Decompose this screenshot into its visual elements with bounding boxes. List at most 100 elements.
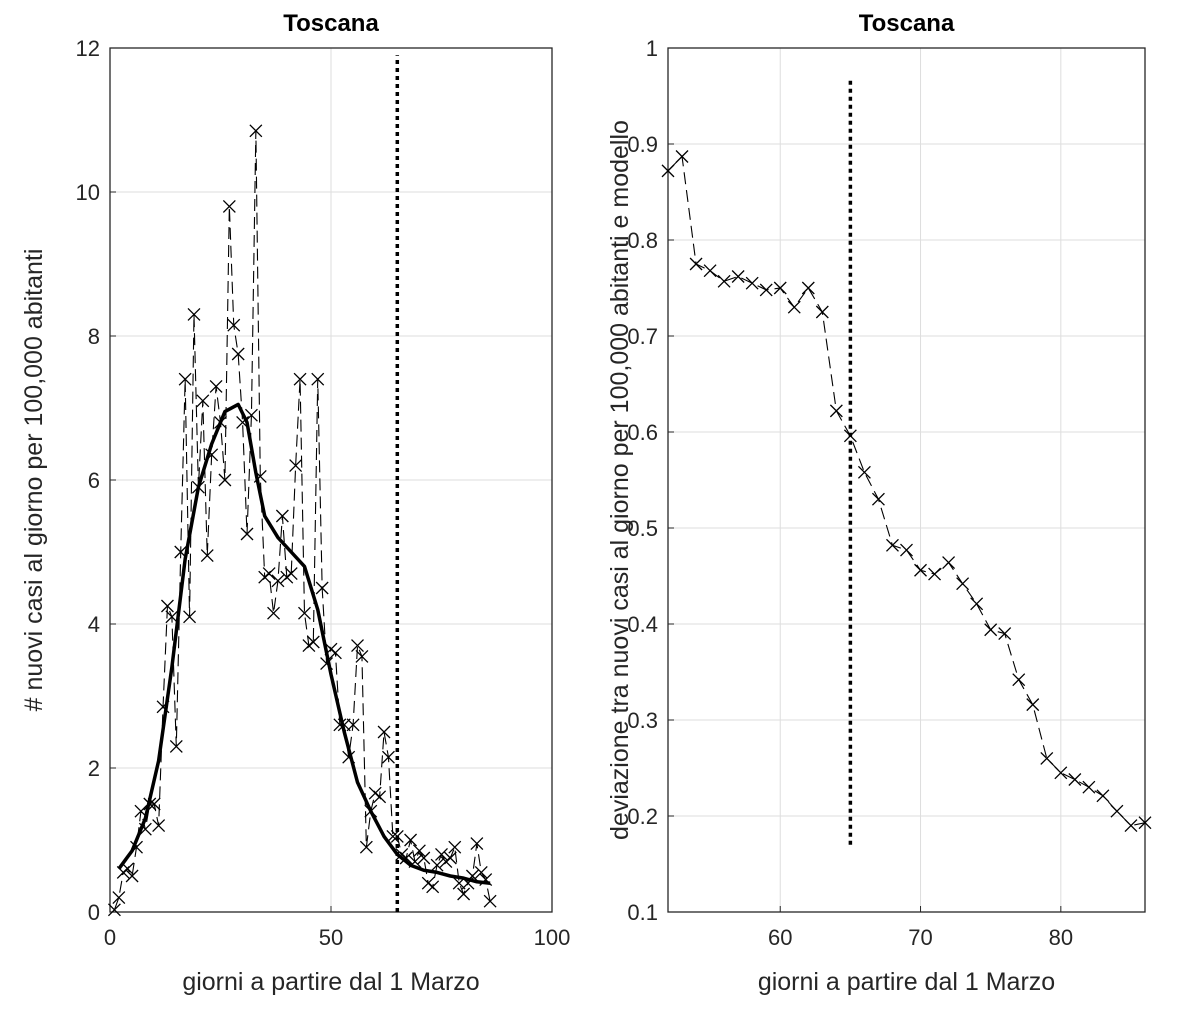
data-point-marker	[227, 318, 241, 332]
data-point-marker	[169, 739, 183, 753]
data-point-marker	[470, 837, 484, 851]
data-point-marker	[1040, 751, 1054, 765]
data-point-marker	[293, 372, 307, 386]
model-fit-line	[117, 402, 491, 885]
data-point-marker	[1054, 766, 1068, 780]
y-tick-label: 2	[88, 756, 100, 781]
data-point-marker	[483, 894, 497, 908]
data-point-marker	[759, 283, 773, 297]
data-point-marker	[359, 840, 373, 854]
data-point-marker	[430, 858, 444, 872]
data-series-line	[667, 155, 1146, 827]
chart-title: Toscana	[859, 10, 955, 37]
data-point-marker	[435, 847, 448, 861]
data-point-marker	[1096, 789, 1110, 803]
data-point-marker	[231, 347, 245, 361]
data-point-marker	[298, 606, 311, 620]
y-tick-label: 1	[646, 36, 658, 61]
data-point-marker	[390, 829, 404, 843]
data-point-marker	[262, 567, 276, 581]
data-point-marker	[942, 556, 956, 570]
data-point-marker	[1068, 773, 1082, 786]
data-point-marker	[244, 408, 258, 422]
data-point-marker	[377, 725, 391, 739]
data-point-marker	[457, 887, 471, 901]
data-point-marker	[970, 597, 984, 611]
data-point-marker	[1026, 698, 1040, 712]
data-point-marker	[271, 574, 285, 588]
y-tick-label: 0.6	[627, 420, 658, 445]
data-point-marker	[689, 257, 703, 271]
x-tick-label: 50	[319, 925, 343, 950]
data-point-marker	[448, 840, 462, 854]
data-point-marker	[717, 274, 731, 288]
data-point-marker	[328, 646, 342, 660]
y-tick-label: 0.7	[627, 324, 658, 349]
x-tick-label: 70	[908, 925, 932, 950]
data-point-marker	[240, 527, 254, 541]
data-point-marker	[355, 649, 369, 663]
data-point-marker	[178, 372, 192, 386]
x-axis-label: giorni a partire dal 1 Marzo	[182, 968, 479, 996]
data-point-marker	[474, 865, 488, 879]
data-point-marker	[731, 270, 745, 283]
data-point-marker	[900, 543, 913, 557]
y-axis-label: deviazione tra nuovi casi al giorno per …	[606, 120, 634, 840]
panel-2: 60 70 80 0.1 0.2 0.3 0.4 0.5 0.6 0.7 0.8 0.9 1 Toscan…	[606, 10, 1152, 996]
data-point-marker	[196, 394, 210, 408]
data-point-marker	[125, 869, 139, 883]
data-point-marker	[222, 199, 236, 213]
data-point-marker	[871, 492, 885, 506]
axes-box	[667, 47, 1146, 913]
data-point-marker	[161, 599, 174, 613]
data-point-marker	[373, 790, 387, 804]
data-point-marker	[829, 404, 843, 418]
y-tick-label: 0.5	[627, 516, 658, 541]
data-point-marker	[346, 718, 360, 732]
data-point-marker	[209, 379, 223, 393]
data-point-marker	[284, 567, 298, 581]
y-axis-label: # nuovi casi al giorno per 100,000 abita…	[20, 249, 48, 712]
data-point-marker	[289, 459, 303, 473]
data-point-marker	[1124, 819, 1138, 833]
y-tick-label: 0.8	[627, 228, 658, 253]
data-point-marker	[112, 891, 126, 905]
data-point-marker	[404, 833, 418, 847]
data-point-marker	[200, 549, 214, 563]
data-point-marker	[249, 124, 263, 138]
y-tick-label: 8	[88, 324, 100, 349]
x-tick-label: 0	[104, 925, 116, 950]
y-tick-label: 0.9	[627, 132, 658, 157]
data-point-marker	[443, 851, 457, 865]
data-point-marker	[998, 627, 1012, 641]
x-tick-label: 60	[768, 925, 792, 950]
data-point-marker	[1082, 780, 1096, 794]
data-point-marker	[914, 563, 927, 577]
data-point-marker	[815, 305, 829, 319]
data-point-marker	[426, 880, 440, 894]
data-point-marker	[928, 567, 942, 581]
data-point-marker	[218, 473, 232, 487]
data-point-marker	[183, 610, 197, 624]
data-point-marker	[801, 281, 815, 295]
data-point-marker	[675, 150, 689, 163]
y-tick-label: 0.2	[627, 804, 658, 829]
data-point-marker	[315, 581, 329, 595]
data-point-marker	[311, 372, 325, 386]
y-tick-label: 0.1	[627, 900, 658, 925]
panel-1: 0 50 100 0 2 4 6 8 10 12 Toscana giorni a partire d…	[20, 10, 570, 996]
y-tick-label: 0.3	[627, 708, 658, 733]
y-tick-label: 0	[88, 900, 100, 925]
data-point-marker	[417, 851, 431, 865]
data-point-marker	[107, 903, 121, 917]
data-point-marker	[1012, 673, 1026, 687]
data-point-marker	[152, 819, 166, 833]
data-point-marker	[399, 851, 413, 865]
data-point-marker	[661, 164, 675, 178]
data-series-line	[113, 130, 491, 911]
y-tick-label: 10	[76, 180, 100, 205]
data-point-marker	[787, 300, 801, 314]
data-point-marker	[773, 281, 787, 295]
